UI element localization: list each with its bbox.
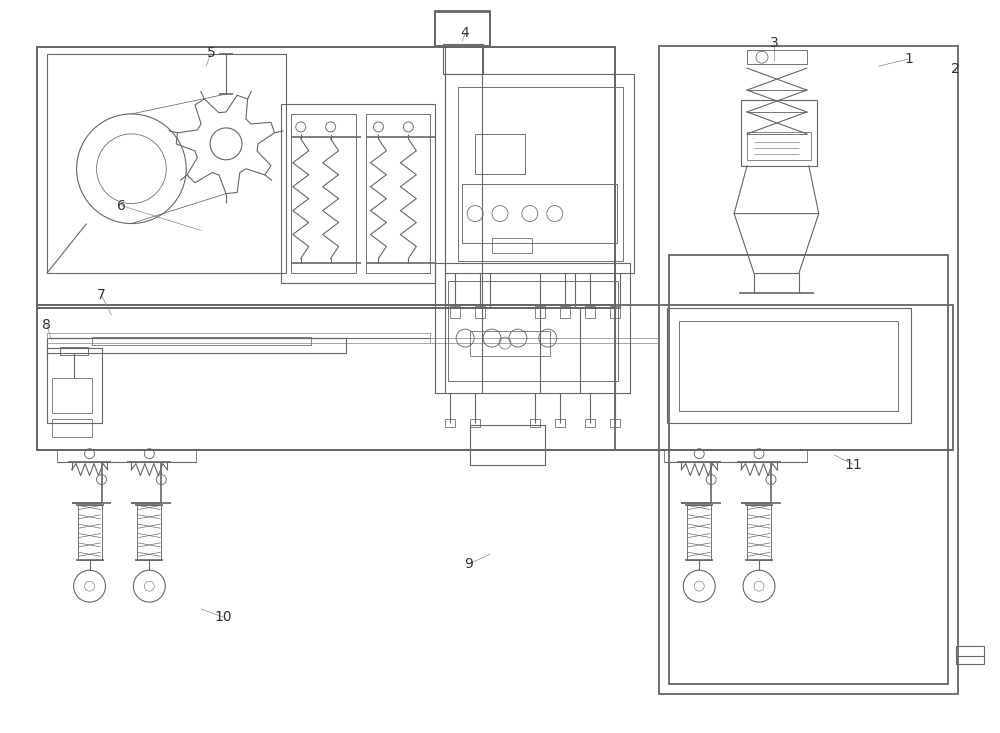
- Text: 10: 10: [214, 610, 232, 624]
- Bar: [462, 184, 617, 243]
- Bar: [669, 255, 948, 684]
- Bar: [458, 87, 623, 262]
- Text: 4: 4: [461, 26, 470, 40]
- Text: 5: 5: [207, 46, 215, 60]
- Bar: [492, 238, 532, 254]
- Bar: [137, 506, 161, 560]
- Text: 2: 2: [951, 62, 960, 76]
- Bar: [37, 47, 615, 308]
- Bar: [667, 308, 911, 423]
- Bar: [47, 333, 430, 343]
- Bar: [291, 114, 356, 273]
- Text: 6: 6: [117, 199, 126, 213]
- Bar: [37, 305, 953, 449]
- Bar: [747, 132, 811, 160]
- Bar: [37, 47, 615, 308]
- Bar: [366, 114, 430, 273]
- Bar: [57, 449, 196, 462]
- Text: 7: 7: [97, 288, 106, 302]
- Bar: [445, 74, 634, 273]
- Bar: [741, 100, 817, 166]
- Bar: [445, 419, 455, 427]
- Bar: [47, 338, 346, 353]
- Bar: [475, 134, 525, 174]
- Bar: [610, 419, 620, 427]
- Bar: [664, 449, 807, 462]
- Bar: [687, 506, 711, 560]
- Bar: [78, 506, 102, 560]
- Bar: [555, 419, 565, 427]
- Text: 1: 1: [904, 52, 913, 66]
- Bar: [530, 419, 540, 427]
- Bar: [470, 425, 545, 465]
- Bar: [470, 419, 480, 427]
- Bar: [435, 263, 630, 393]
- Text: 11: 11: [845, 457, 863, 471]
- Bar: [37, 305, 615, 449]
- Bar: [92, 337, 311, 345]
- Bar: [47, 348, 102, 423]
- Bar: [47, 54, 286, 273]
- Bar: [435, 11, 490, 46]
- Bar: [535, 306, 545, 318]
- Text: 9: 9: [464, 557, 473, 571]
- Bar: [560, 306, 570, 318]
- Bar: [585, 419, 595, 427]
- Bar: [60, 347, 88, 355]
- Bar: [747, 506, 771, 560]
- Bar: [956, 646, 984, 664]
- Bar: [610, 306, 620, 318]
- Bar: [52, 378, 92, 413]
- Bar: [679, 321, 898, 410]
- Text: 8: 8: [42, 318, 51, 332]
- Bar: [443, 44, 483, 74]
- Bar: [475, 306, 485, 318]
- Bar: [470, 331, 550, 356]
- Bar: [52, 419, 92, 437]
- Bar: [450, 306, 460, 318]
- Text: 3: 3: [770, 36, 778, 51]
- Bar: [281, 104, 435, 284]
- Bar: [585, 306, 595, 318]
- Bar: [659, 46, 958, 693]
- Bar: [747, 50, 807, 65]
- Bar: [448, 281, 618, 381]
